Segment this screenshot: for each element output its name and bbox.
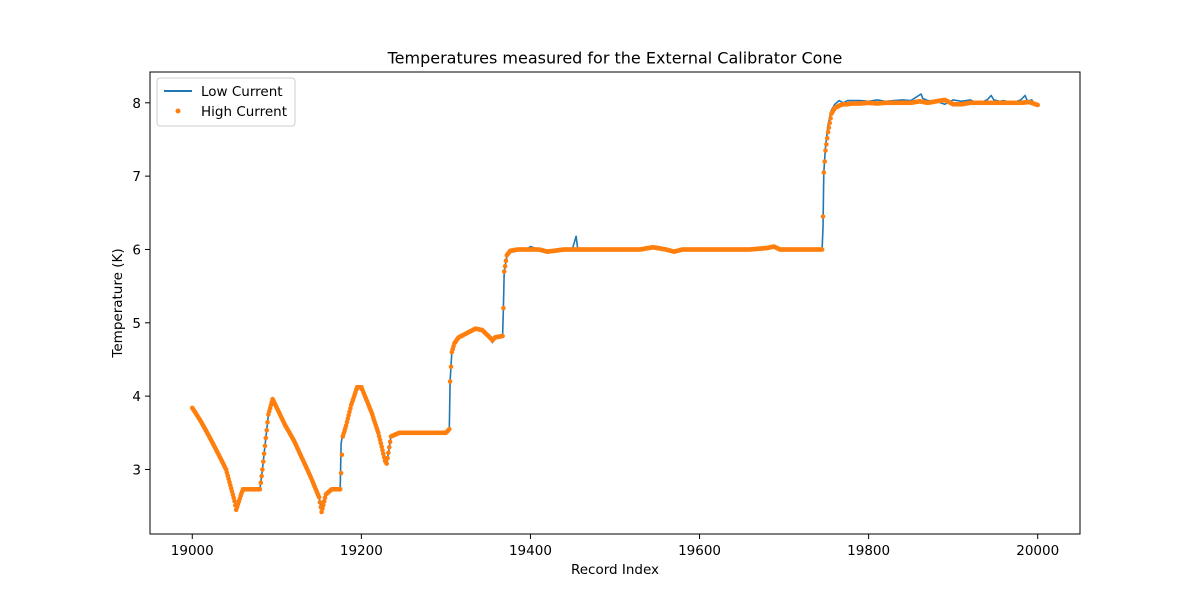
- scatter-point: [380, 447, 385, 453]
- scatter-point: [828, 116, 833, 121]
- scatter-point: [343, 423, 349, 428]
- chart-title: Temperatures measured for the External C…: [387, 49, 843, 68]
- scatter-point: [501, 269, 507, 274]
- scatter-point: [824, 135, 830, 141]
- scatter-point: [322, 495, 328, 501]
- series-scatter-high-current: [190, 97, 1040, 515]
- scatter-point: [824, 142, 829, 147]
- scatter-point: [260, 467, 265, 472]
- scatter-point: [320, 506, 325, 511]
- scatter-point: [376, 434, 382, 439]
- scatter-point: [258, 480, 264, 486]
- scatter-point: [339, 452, 345, 458]
- scatter-point: [447, 426, 452, 432]
- scatter-point: [387, 445, 392, 450]
- scatter-point: [381, 451, 386, 457]
- scatter-point: [500, 333, 505, 339]
- y-axis: 3 4 5 6 7 8: [132, 96, 150, 478]
- plot-area: [150, 72, 1080, 534]
- scatter-point: [232, 498, 237, 504]
- scatter-point: [261, 451, 267, 457]
- scatter-point: [321, 502, 326, 508]
- scatter-point: [265, 420, 270, 425]
- x-tick-label: 19800: [847, 543, 890, 559]
- scatter-point: [827, 120, 832, 126]
- scatter-point: [377, 437, 383, 443]
- y-tick-label: 4: [132, 389, 141, 405]
- scatter-point: [825, 129, 831, 135]
- scatter-point: [823, 148, 828, 153]
- scatter-point: [387, 439, 393, 445]
- x-axis: 19000 19200 19400 19600 19800 20000: [171, 534, 1059, 559]
- x-axis-label: Record Index: [571, 562, 659, 578]
- scatter-point: [503, 258, 509, 264]
- scatter-point: [502, 263, 508, 269]
- x-tick-label: 20000: [1016, 543, 1059, 559]
- legend: Low Current High Current: [156, 77, 296, 127]
- series-layer: [190, 93, 1040, 515]
- y-tick-label: 3: [132, 462, 141, 478]
- x-tick-label: 19400: [509, 543, 552, 559]
- scatter-point: [447, 379, 453, 384]
- scatter-point: [338, 470, 344, 476]
- scatter-point: [316, 495, 322, 500]
- y-tick-label: 6: [132, 242, 141, 258]
- legend-label-high-current: High Current: [201, 104, 287, 120]
- scatter-point: [385, 455, 390, 461]
- legend-marker-high-current: [175, 108, 181, 114]
- scatter-point: [819, 247, 825, 252]
- scatter-point: [379, 444, 385, 450]
- scatter-point: [319, 509, 324, 515]
- scatter-point: [376, 430, 381, 436]
- scatter-point: [337, 487, 343, 492]
- x-tick-label: 19200: [340, 543, 383, 559]
- legend-label-low-current: Low Current: [201, 84, 283, 100]
- scatter-point: [261, 459, 266, 464]
- scatter-point: [264, 427, 270, 433]
- y-axis-label: Temperature (K): [110, 248, 126, 358]
- scatter-point: [257, 487, 263, 492]
- scatter-point: [348, 406, 353, 411]
- y-tick-label: 5: [132, 316, 141, 332]
- scatter-point: [822, 159, 827, 164]
- plot-frame: [149, 71, 1081, 535]
- scatter-point: [259, 473, 264, 479]
- scatter-point: [501, 305, 506, 311]
- scatter-point: [317, 499, 323, 505]
- scatter-point: [1035, 102, 1040, 108]
- x-tick-label: 19000: [171, 543, 214, 559]
- scatter-point: [384, 461, 390, 466]
- scatter-point: [821, 170, 827, 175]
- y-tick-label: 7: [132, 169, 141, 185]
- scatter-point: [263, 435, 269, 441]
- y-tick-label: 8: [132, 96, 141, 112]
- scatter-point: [386, 450, 391, 456]
- scatter-point: [820, 214, 826, 219]
- scatter-point: [826, 125, 832, 130]
- scatter-point: [262, 443, 268, 449]
- scatter-point: [448, 364, 454, 370]
- x-tick-label: 19600: [678, 543, 721, 559]
- scatter-point: [321, 499, 327, 504]
